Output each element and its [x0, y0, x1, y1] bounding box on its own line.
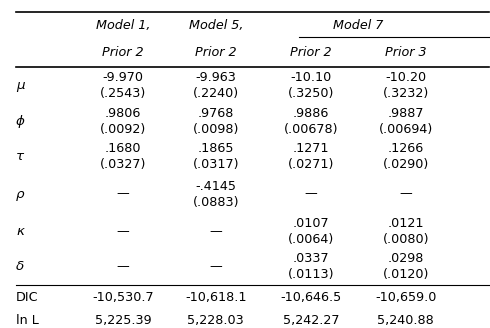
Text: —: —	[399, 188, 412, 200]
Text: -10,618.1: -10,618.1	[185, 292, 246, 304]
Text: .1271
(.0271): .1271 (.0271)	[288, 142, 334, 171]
Text: —: —	[209, 260, 222, 273]
Text: —: —	[117, 188, 129, 200]
Text: Prior 2: Prior 2	[195, 46, 237, 59]
Text: ln L: ln L	[16, 314, 39, 327]
Text: .9768
(.0098): .9768 (.0098)	[193, 107, 239, 135]
Text: Model 5,: Model 5,	[189, 19, 243, 32]
Text: 5,225.39: 5,225.39	[95, 314, 151, 327]
Text: —: —	[117, 225, 129, 238]
Text: -10.10
(.3250): -10.10 (.3250)	[288, 71, 334, 100]
Text: -10,530.7: -10,530.7	[93, 292, 154, 304]
Text: .0337
(.0113): .0337 (.0113)	[288, 252, 334, 281]
Text: Prior 3: Prior 3	[385, 46, 427, 59]
Text: Prior 2: Prior 2	[290, 46, 332, 59]
Text: 5,242.27: 5,242.27	[283, 314, 339, 327]
Text: ρ: ρ	[16, 188, 24, 200]
Text: -.4145
(.0883): -.4145 (.0883)	[193, 179, 239, 209]
Text: δ: δ	[16, 260, 24, 273]
Text: -10.20
(.3232): -10.20 (.3232)	[383, 71, 429, 100]
Text: κ: κ	[16, 225, 24, 238]
Text: .9887
(.00694): .9887 (.00694)	[379, 107, 433, 135]
Text: Prior 2: Prior 2	[102, 46, 144, 59]
Text: —: —	[117, 260, 129, 273]
Text: —: —	[304, 188, 317, 200]
Text: ϕ: ϕ	[16, 114, 25, 128]
Text: -10,646.5: -10,646.5	[280, 292, 342, 304]
Text: .1680
(.0327): .1680 (.0327)	[100, 142, 147, 171]
Text: .9886
(.00678): .9886 (.00678)	[284, 107, 338, 135]
Text: .1266
(.0290): .1266 (.0290)	[383, 142, 429, 171]
Text: 5,228.03: 5,228.03	[187, 314, 244, 327]
Text: .9806
(.0092): .9806 (.0092)	[100, 107, 147, 135]
Text: μ: μ	[16, 79, 24, 92]
Text: DIC: DIC	[16, 292, 39, 304]
Text: Model 7: Model 7	[333, 19, 384, 32]
Text: 5,240.88: 5,240.88	[377, 314, 434, 327]
Text: τ: τ	[16, 150, 24, 163]
Text: .0121
(.0080): .0121 (.0080)	[383, 217, 429, 246]
Text: -9.963
(.2240): -9.963 (.2240)	[193, 71, 239, 100]
Text: -9.970
(.2543): -9.970 (.2543)	[100, 71, 147, 100]
Text: Model 1,: Model 1,	[96, 19, 150, 32]
Text: .0298
(.0120): .0298 (.0120)	[383, 252, 429, 281]
Text: .1865
(.0317): .1865 (.0317)	[193, 142, 239, 171]
Text: .0107
(.0064): .0107 (.0064)	[288, 217, 334, 246]
Text: -10,659.0: -10,659.0	[375, 292, 437, 304]
Text: —: —	[209, 225, 222, 238]
